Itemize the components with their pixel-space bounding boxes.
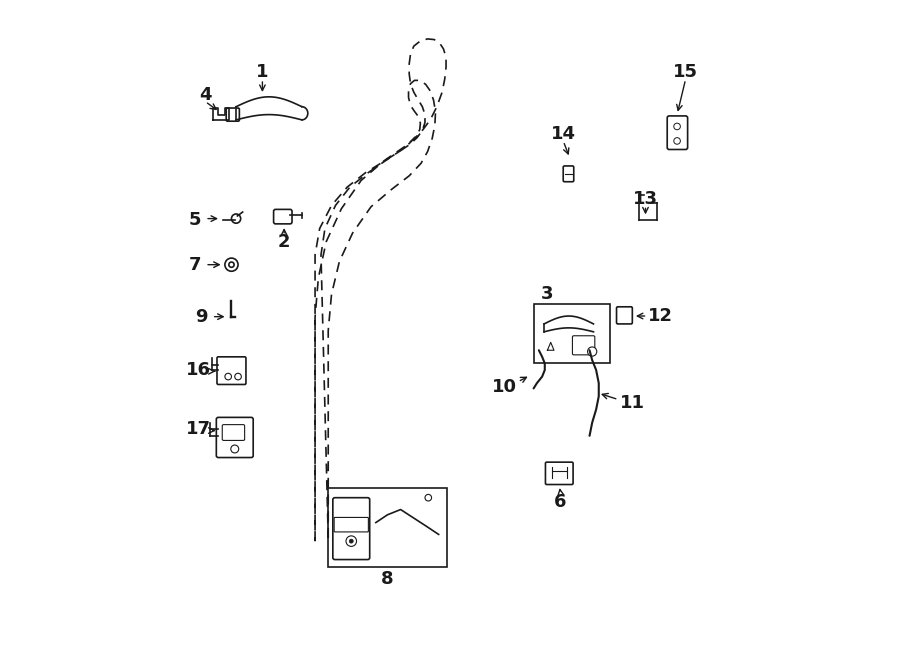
Circle shape	[588, 347, 597, 356]
Circle shape	[674, 123, 680, 130]
FancyBboxPatch shape	[333, 498, 370, 560]
Circle shape	[346, 536, 356, 547]
Text: 8: 8	[382, 570, 394, 588]
Text: 6: 6	[554, 492, 567, 511]
Circle shape	[674, 137, 680, 144]
FancyBboxPatch shape	[535, 304, 610, 364]
Text: 12: 12	[647, 307, 672, 325]
Text: 2: 2	[278, 233, 291, 251]
Circle shape	[229, 262, 234, 267]
FancyBboxPatch shape	[572, 336, 595, 355]
Text: 14: 14	[551, 126, 576, 143]
Circle shape	[230, 445, 238, 453]
Text: 17: 17	[186, 420, 211, 438]
Circle shape	[349, 539, 353, 543]
Circle shape	[225, 373, 231, 380]
FancyBboxPatch shape	[328, 488, 446, 567]
FancyBboxPatch shape	[217, 357, 246, 385]
Text: 11: 11	[620, 394, 644, 412]
Text: 1: 1	[256, 63, 269, 81]
FancyBboxPatch shape	[616, 307, 633, 324]
FancyBboxPatch shape	[222, 424, 245, 440]
Circle shape	[231, 214, 240, 223]
FancyBboxPatch shape	[545, 462, 573, 485]
Text: 4: 4	[199, 86, 212, 104]
Text: 15: 15	[673, 63, 698, 81]
Text: 13: 13	[633, 190, 658, 208]
Text: 10: 10	[492, 378, 517, 396]
Text: 7: 7	[188, 256, 201, 274]
Text: 5: 5	[188, 211, 201, 229]
Text: 9: 9	[195, 307, 207, 326]
FancyBboxPatch shape	[563, 166, 573, 182]
FancyBboxPatch shape	[334, 518, 368, 532]
Text: 16: 16	[186, 361, 211, 379]
FancyBboxPatch shape	[274, 210, 292, 224]
Circle shape	[225, 258, 238, 271]
Circle shape	[235, 373, 241, 380]
Text: 3: 3	[541, 286, 554, 303]
FancyBboxPatch shape	[226, 108, 239, 121]
FancyBboxPatch shape	[667, 116, 688, 149]
FancyBboxPatch shape	[216, 417, 253, 457]
Circle shape	[425, 494, 432, 501]
